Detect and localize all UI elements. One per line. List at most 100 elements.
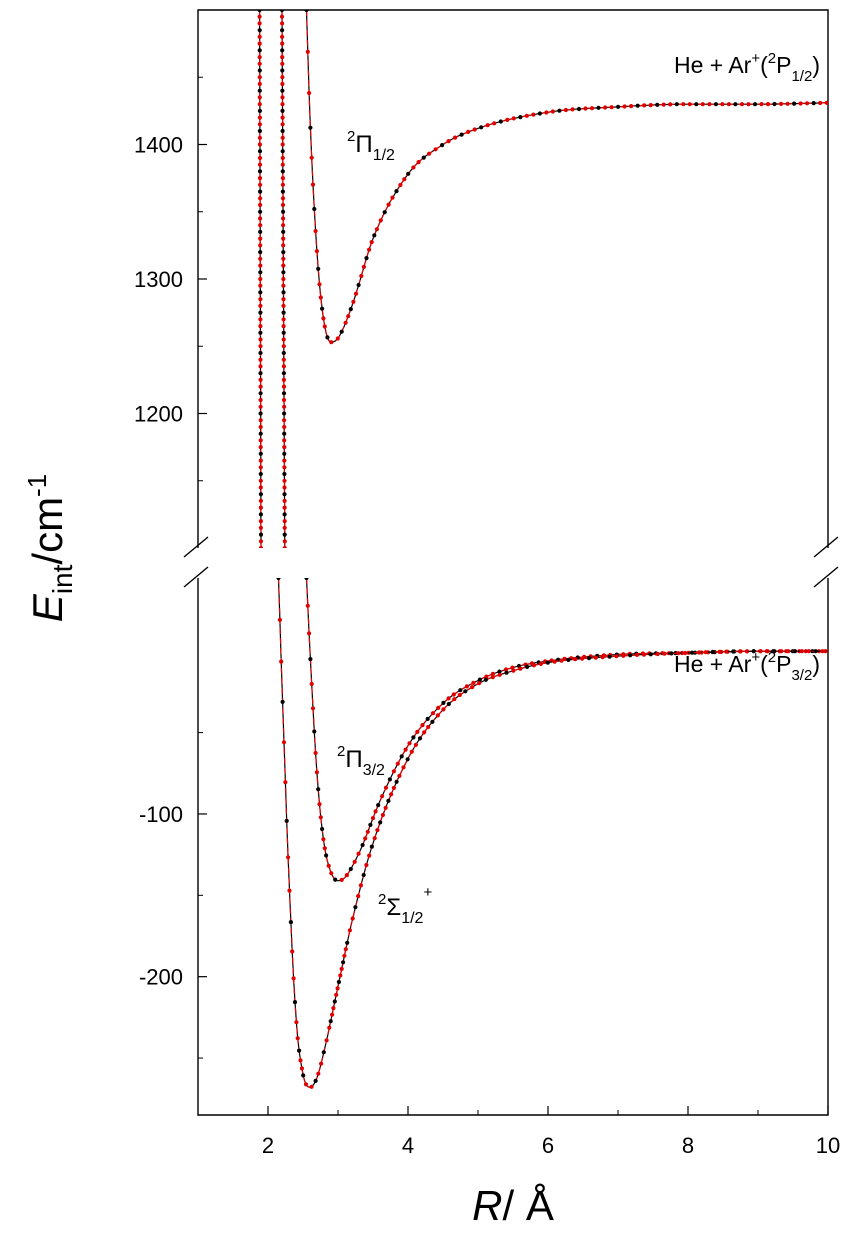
upper-series-0-fit-point bbox=[583, 106, 588, 111]
lower-series-1-fit-point bbox=[580, 656, 585, 661]
upper-series-0-fit-point bbox=[648, 103, 653, 108]
lower-series-0-fit-point bbox=[370, 816, 376, 821]
lower-series-1-fit-point bbox=[287, 888, 292, 893]
lower-series-1-ab-initio-point bbox=[394, 779, 399, 784]
upper-series-0-fit-point bbox=[550, 109, 556, 114]
upper-series-0-ab-initio-point bbox=[674, 102, 679, 107]
upper-series-2-ab-initio-point bbox=[281, 290, 286, 295]
upper-series-1-ab-initio-point bbox=[258, 411, 263, 416]
asymptote-base: He + Ar bbox=[674, 651, 752, 677]
lower-series-1-fit-point bbox=[786, 649, 791, 654]
upper-series-1-fit-point bbox=[258, 182, 263, 187]
upper-series-2-fit-point bbox=[281, 377, 286, 382]
upper-series-2-ab-initio-point bbox=[282, 532, 287, 537]
lower-series-1-fit-point bbox=[538, 661, 544, 667]
upper-series-2-ab-initio-point bbox=[281, 330, 286, 335]
upper-series-0-fit-point bbox=[805, 101, 810, 106]
lower-series-1-fit-point bbox=[662, 651, 667, 656]
upper-series-0-fit-point bbox=[318, 295, 323, 300]
lower-series-1-ab-initio-point bbox=[341, 960, 346, 965]
upper-series-1-fit-point bbox=[258, 202, 263, 208]
lower-series-1-fit-point bbox=[281, 740, 287, 745]
upper-series-0-ab-initio-point bbox=[596, 105, 601, 110]
upper-series-0-ab-initio-point bbox=[792, 101, 797, 106]
x-axis-label-unit: / Å bbox=[502, 1182, 553, 1229]
upper-series-2-ab-initio-point bbox=[281, 270, 286, 275]
lower-series-0-fit-point bbox=[464, 684, 469, 689]
upper-series-2-ab-initio-point bbox=[281, 350, 286, 356]
upper-series-2-fit-point bbox=[280, 122, 285, 127]
upper-series-0-ab-initio-point bbox=[576, 106, 582, 112]
lower-series-1-fit-point bbox=[383, 805, 388, 810]
upper-series-0-fit-point bbox=[374, 227, 379, 232]
upper-series-2-fit-point bbox=[282, 458, 287, 463]
upper-series-1-ab-initio-point bbox=[258, 532, 264, 537]
upper-series-1-fit-point bbox=[258, 344, 263, 349]
upper-series-1-fit-point bbox=[257, 135, 262, 140]
upper-series-2-fit-point bbox=[282, 539, 287, 544]
upper-series-1-fit-point bbox=[257, 162, 263, 167]
upper-series-0-ab-initio-point bbox=[356, 282, 361, 288]
upper-series-0-fit-point bbox=[629, 104, 634, 109]
upper-series-0-fit-point bbox=[343, 320, 348, 325]
upper-series-1-fit-point bbox=[257, 176, 263, 181]
lower-series-1-ab-initio-point bbox=[607, 654, 612, 659]
lower-series-0-ab-initio-point bbox=[316, 787, 321, 792]
lower-series-1-fit-point bbox=[350, 916, 355, 921]
upper-series-2-fit-point bbox=[280, 75, 285, 80]
lower-series-1-fit-point bbox=[738, 649, 743, 654]
upper-series-0-ab-initio-point bbox=[557, 108, 562, 113]
lower-series-1-fit-point bbox=[724, 649, 729, 654]
upper-series-0-fit-point bbox=[378, 218, 383, 223]
upper-series-2-fit-point bbox=[280, 155, 285, 161]
upper-series-0-fit-point bbox=[335, 336, 340, 341]
upper-series-2-fit-point bbox=[281, 243, 286, 248]
lower-series-1-ab-initio-point bbox=[405, 757, 410, 762]
lower-series-1-ab-initio-point bbox=[369, 844, 374, 849]
lower-series-0-fit-point bbox=[318, 815, 323, 820]
upper-series-1-fit-point bbox=[258, 519, 263, 524]
lower-series-1-fit-point bbox=[367, 853, 372, 858]
upper-series-0-fit-point bbox=[818, 100, 823, 106]
lower-series-0-ab-initio-point bbox=[333, 877, 338, 882]
lower-series-1-fit-point bbox=[286, 855, 291, 860]
upper-series-0-fit-point bbox=[433, 147, 438, 152]
axes-frame bbox=[183, 9, 839, 1116]
upper-series-0-ab-initio-point bbox=[655, 102, 660, 107]
upper-series-0-fit-point bbox=[798, 101, 803, 106]
upper-series-2-fit-point bbox=[282, 505, 287, 510]
upper-series-2-fit-point bbox=[282, 525, 287, 530]
lower-series-0-ab-initio-point bbox=[477, 677, 482, 682]
upper-series-0-fit-point bbox=[317, 282, 322, 287]
upper-series-0-ab-initio-point bbox=[518, 115, 523, 120]
lower-series-1-fit-point bbox=[655, 651, 660, 657]
lower-series-0-fit-point bbox=[365, 829, 370, 834]
lower-y-tick-label: -100 bbox=[139, 802, 183, 827]
upper-series-0-fit-point bbox=[700, 102, 705, 107]
upper-series-1-ab-initio-point bbox=[258, 229, 263, 234]
lower-series-1-ab-initio-point bbox=[813, 649, 818, 654]
lower-series-1-fit-point bbox=[342, 953, 347, 958]
upper-series-2-fit-point bbox=[280, 176, 285, 181]
x-tick-label: 10 bbox=[816, 1133, 840, 1158]
upper-series-0-ab-initio-point bbox=[348, 307, 353, 312]
axis-break-mark-right bbox=[813, 536, 839, 558]
upper-series-2-fit-point bbox=[280, 41, 285, 46]
lower-series-0-fit-point bbox=[339, 877, 344, 883]
lower-series-0-ab-initio-point bbox=[324, 853, 329, 858]
asymptote-close: ) bbox=[812, 52, 820, 78]
lower-series-0-fit-point bbox=[403, 747, 408, 752]
upper-series-2-ab-initio-point bbox=[280, 189, 285, 194]
x-tick-label: 6 bbox=[542, 1133, 554, 1158]
asymptote-charge: + bbox=[751, 50, 760, 67]
upper-series-0-fit-point bbox=[824, 100, 828, 105]
lower-plot-area bbox=[276, 578, 828, 1089]
lower-series-0-ab-initio-point bbox=[348, 866, 353, 872]
upper-series-0-ab-initio-point bbox=[304, 10, 309, 13]
lower-series-1-ab-initio-point bbox=[772, 649, 777, 654]
asymptote-term: P bbox=[776, 52, 791, 78]
upper-series-0-ab-initio-point bbox=[312, 206, 317, 212]
upper-series-2-fit-point bbox=[280, 162, 285, 167]
lower-series-1-fit-point bbox=[343, 947, 348, 952]
upper-series-1-fit-point bbox=[258, 465, 263, 470]
